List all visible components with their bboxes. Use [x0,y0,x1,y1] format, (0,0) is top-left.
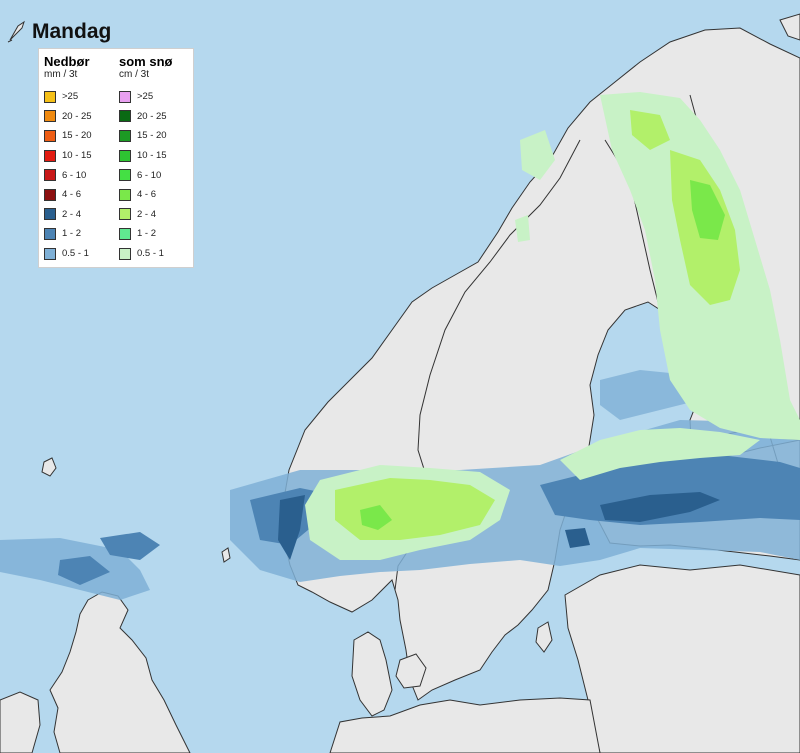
legend-label: 10 - 15 [62,150,92,162]
legend-row: 4 - 6 [44,185,118,205]
legend-label: 20 - 25 [137,110,167,122]
map-title: Mandag [32,20,112,43]
legend-swatch [44,149,56,162]
legend-label: 4 - 6 [62,189,82,201]
legend-row: 2 - 4 [44,205,118,225]
legend-swatch [44,208,56,221]
snow-field [305,92,800,560]
land-svalbard-edge [779,13,800,41]
legend-label: >25 [137,91,154,103]
legend: Nedbør mm / 3t >25 20 - 25 15 - 20 10 - … [38,48,194,268]
land-europe [329,697,601,753]
legend-label: 2 - 4 [137,208,157,220]
legend-row: 2 - 4 [119,205,193,225]
legend-row: 15 - 20 [119,126,193,146]
legend-swatch [44,110,56,123]
snowflake-icon [7,20,25,43]
legend-row: 0.5 - 1 [119,244,193,264]
legend-label: >25 [62,91,79,103]
legend-swatch [119,208,131,221]
legend-row: 1 - 2 [119,224,193,244]
legend-label: 0.5 - 1 [62,248,89,260]
land-denmark [351,631,393,717]
legend-swatch [119,227,131,240]
legend-row: 6 - 10 [119,165,193,185]
legend-row: 4 - 6 [119,185,193,205]
land-gotland [535,621,553,653]
legend-row: 10 - 15 [44,146,118,166]
legend-row: 6 - 10 [44,165,118,185]
legend-swatch [119,149,131,162]
legend-swatch [119,169,131,182]
legend-label: 1 - 2 [62,228,82,240]
legend-row: 20 - 25 [44,107,118,127]
legend-snow-unit: cm / 3t [119,69,150,80]
legend-label: 6 - 10 [62,169,87,181]
land-great-britain [49,591,191,753]
legend-snow-heading: som snø [119,54,173,69]
legend-swatch [119,90,131,103]
legend-label: 2 - 4 [62,208,82,220]
legend-row: 0.5 - 1 [44,244,118,264]
legend-swatch [119,129,131,142]
land-faroe [41,457,57,477]
legend-swatch [44,227,56,240]
land-zealand [395,653,427,689]
land-shetland [221,547,231,563]
legend-swatch [119,110,131,123]
legend-row: 10 - 15 [119,146,193,166]
legend-label: 4 - 6 [137,189,157,201]
legend-row: >25 [119,87,193,107]
legend-swatch [119,188,131,201]
legend-rain-heading: Nedbør [44,54,90,69]
legend-label: 0.5 - 1 [137,248,164,260]
legend-swatch [119,247,131,260]
legend-swatch [44,90,56,103]
legend-swatch [44,129,56,142]
land-baltics [564,564,800,753]
title-block: Mandag [6,18,111,46]
legend-snow-column: som snø cm / 3t >25 20 - 25 15 - 20 10 -… [119,55,193,263]
legend-label: 15 - 20 [137,130,167,142]
legend-swatch [44,247,56,260]
legend-row: >25 [44,87,118,107]
legend-label: 1 - 2 [137,228,157,240]
legend-row: 1 - 2 [44,224,118,244]
legend-label: 10 - 15 [137,150,167,162]
legend-label: 20 - 25 [62,110,92,122]
legend-swatch [44,188,56,201]
legend-rain-unit: mm / 3t [44,69,78,80]
legend-label: 15 - 20 [62,130,92,142]
legend-row: 20 - 25 [119,107,193,127]
legend-rain-column: Nedbør mm / 3t >25 20 - 25 15 - 20 10 - … [44,55,118,263]
legend-swatch [44,169,56,182]
legend-label: 6 - 10 [137,169,162,181]
legend-row: 15 - 20 [44,126,118,146]
land-ireland [0,691,41,753]
